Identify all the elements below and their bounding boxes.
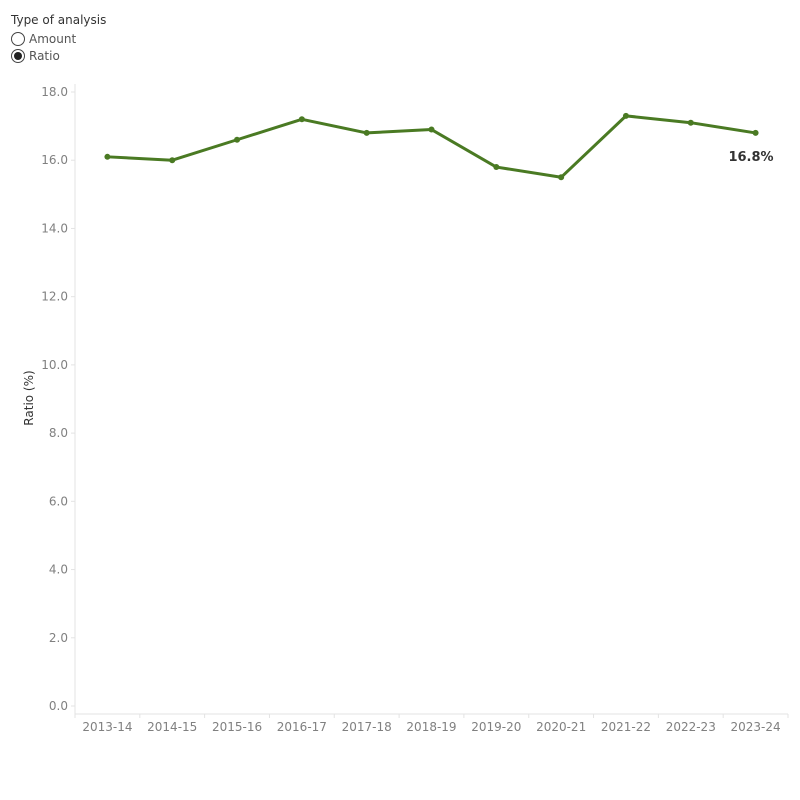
data-point — [363, 129, 370, 136]
data-point — [622, 112, 629, 119]
y-tick-label: 2.0 — [49, 631, 68, 645]
data-point — [169, 157, 176, 164]
data-point — [493, 164, 500, 171]
radio-option-ratio[interactable]: Ratio — [11, 47, 106, 64]
radio-ratio-label: Ratio — [29, 48, 60, 63]
x-tick-label: 2018-19 — [406, 720, 456, 734]
radio-amount-icon[interactable] — [11, 31, 25, 46]
y-axis-title: Ratio (%) — [22, 370, 36, 425]
filter-title: Type of analysis — [11, 13, 107, 27]
x-tick-label: 2016-17 — [277, 720, 327, 734]
y-tick-label: 16.0 — [41, 153, 68, 167]
series-line — [105, 114, 758, 179]
radio-option-amount[interactable]: Amount — [11, 30, 106, 47]
y-tick-label: 0.0 — [49, 699, 68, 713]
data-point — [558, 174, 565, 181]
x-tick-label: 2015-16 — [212, 720, 262, 734]
y-tick-label: 14.0 — [41, 221, 68, 235]
radio-amount-label: Amount — [29, 31, 77, 46]
x-tick-label: 2019-20 — [471, 720, 521, 734]
data-point — [298, 116, 305, 123]
x-tick-label: 2021-22 — [601, 720, 651, 734]
data-point — [428, 126, 435, 133]
data-point — [752, 129, 759, 136]
x-tick-label: 2020-21 — [536, 720, 586, 734]
radio-ratio-icon[interactable] — [11, 48, 25, 63]
y-tick-label: 12.0 — [41, 290, 68, 304]
data-point — [687, 119, 694, 126]
y-tick-label: 8.0 — [49, 426, 68, 440]
y-tick-label: 10.0 — [41, 358, 68, 372]
data-point — [234, 136, 241, 143]
x-tick-label: 2014-15 — [147, 720, 197, 734]
x-tick-label: 2013-14 — [82, 720, 132, 734]
x-tick-label: 2017-18 — [342, 720, 392, 734]
y-tick-label: 18.0 — [41, 85, 68, 99]
y-tick-label: 6.0 — [49, 494, 68, 508]
x-tick-label: 2022-23 — [666, 720, 716, 734]
y-tick-label: 4.0 — [49, 563, 68, 577]
analysis-type-filter: Type of analysis Amount Ratio — [11, 13, 106, 64]
data-point — [104, 153, 111, 160]
x-tick-label: 2023-24 — [731, 720, 781, 734]
end-value-label: 16.8% — [728, 150, 773, 165]
